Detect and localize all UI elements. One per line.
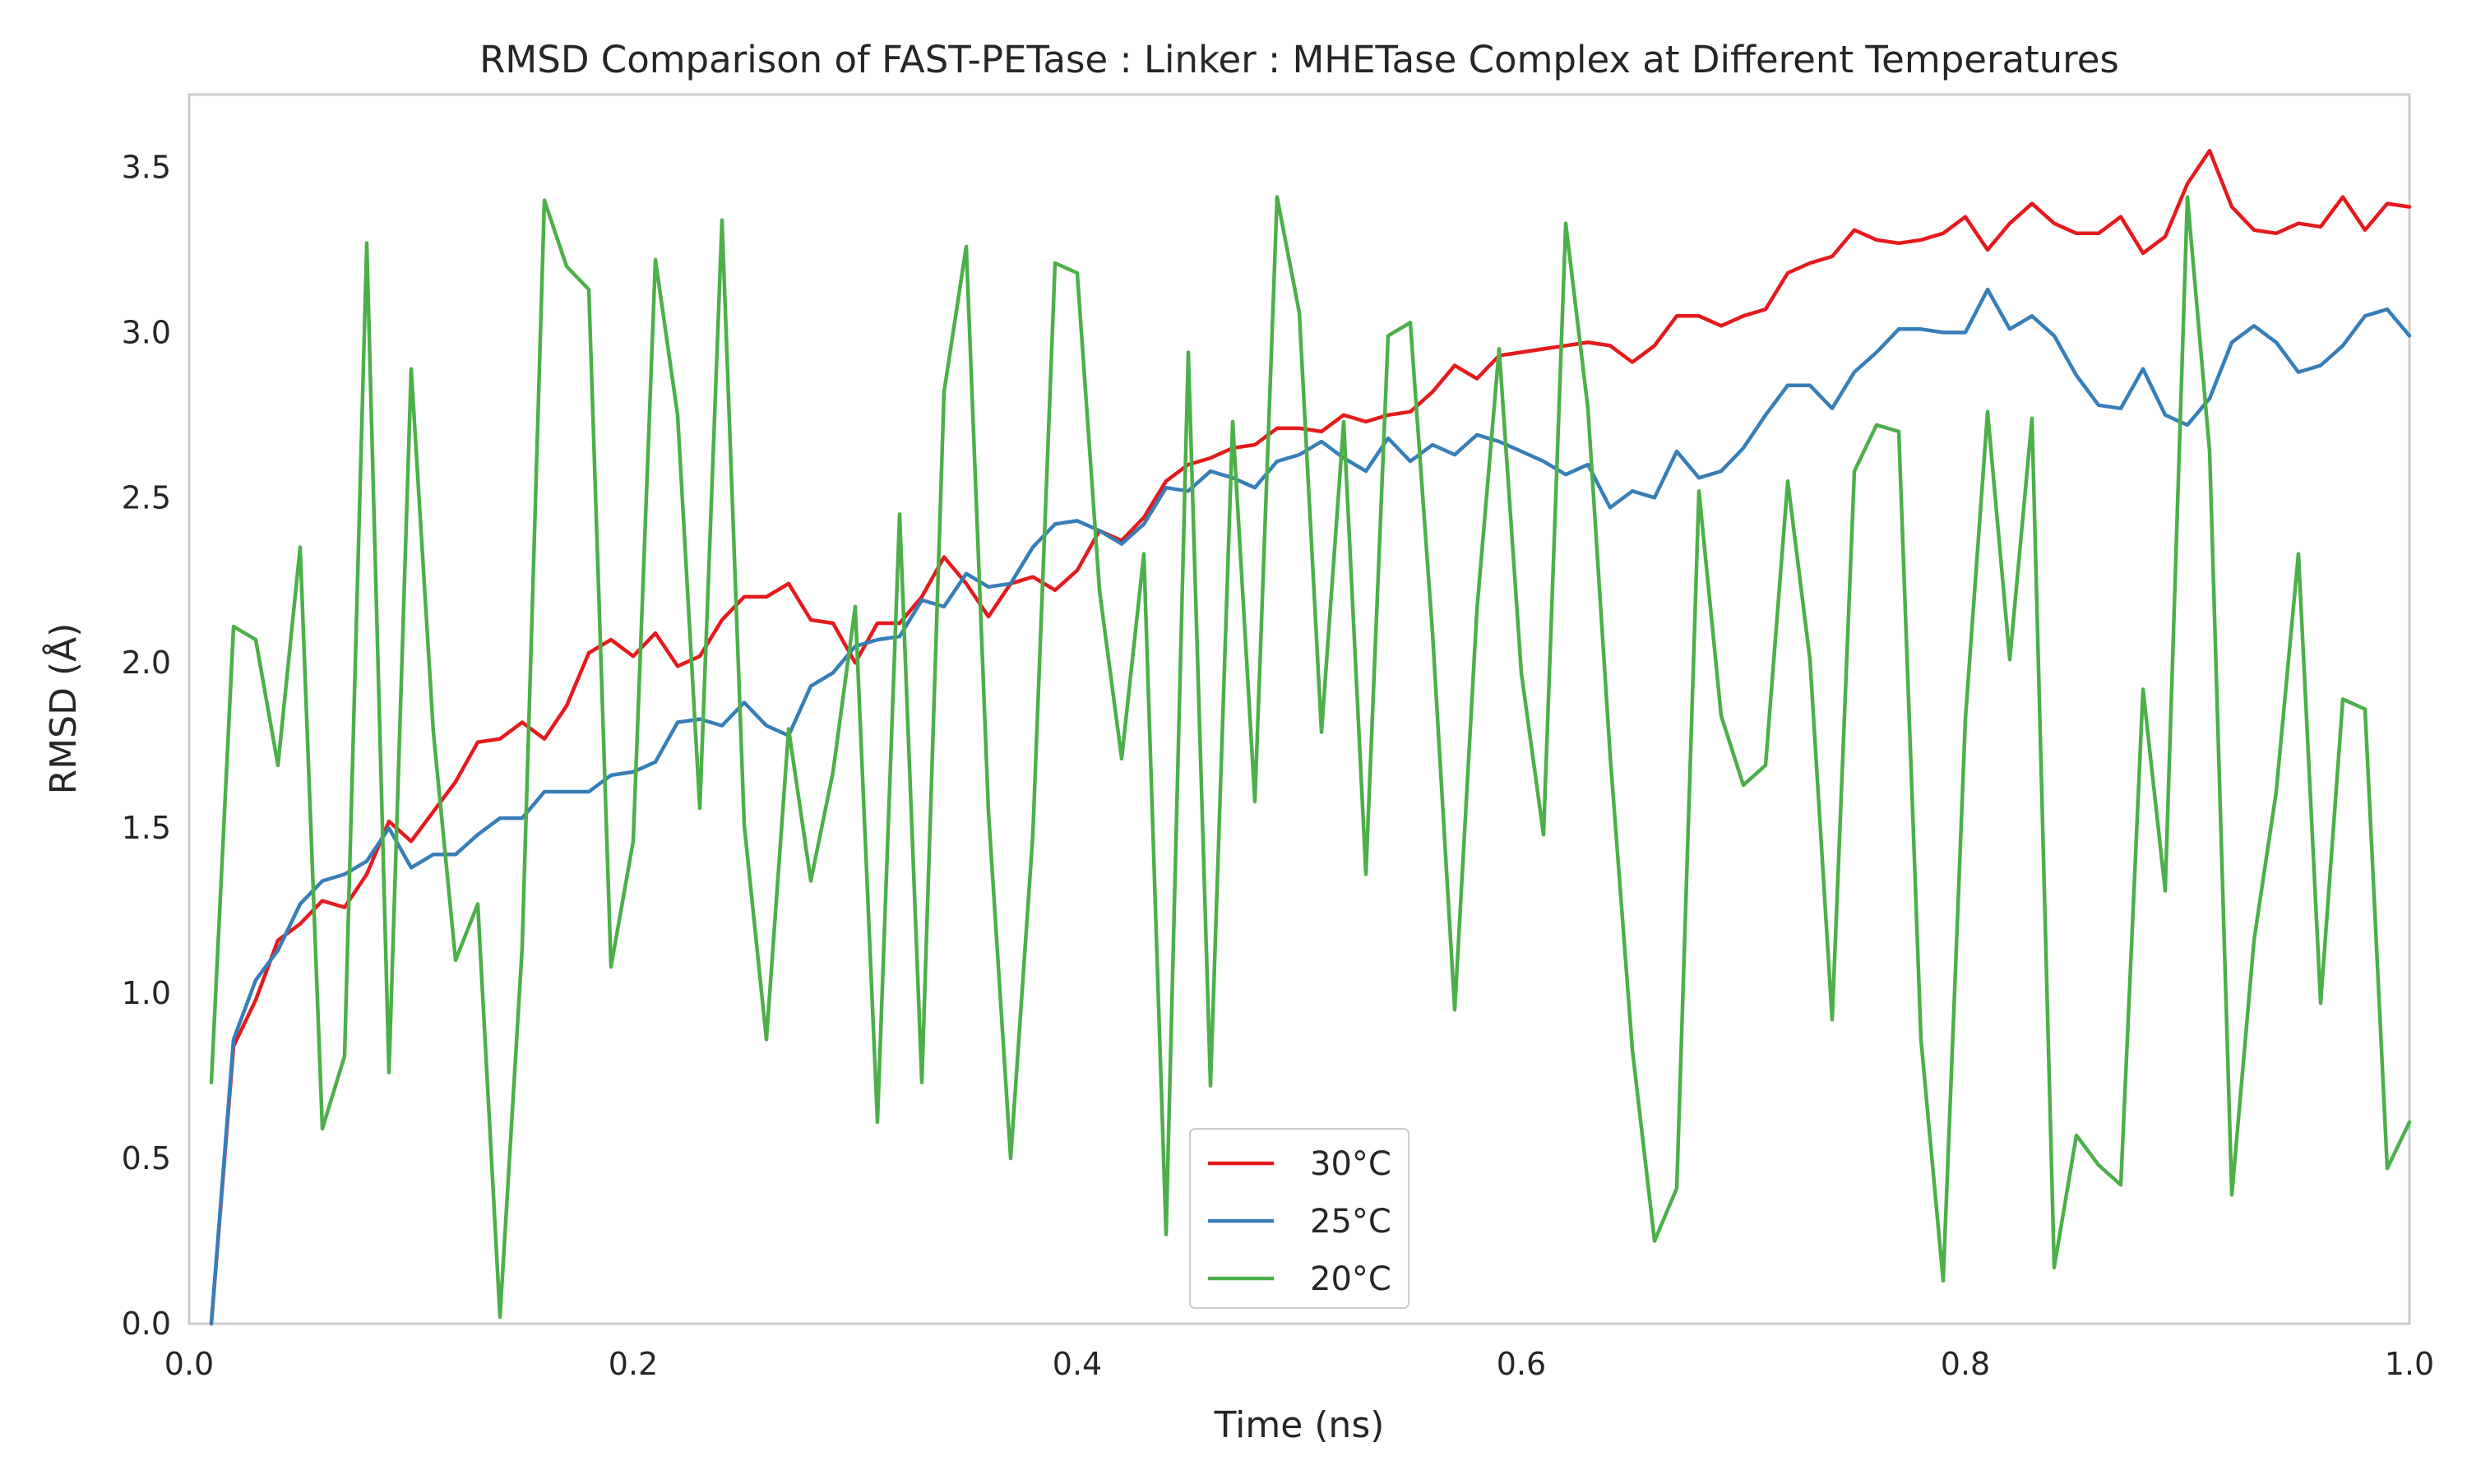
x-tick-label: 0.4 <box>1053 1346 1102 1382</box>
legend-label: 25°C <box>1310 1203 1391 1241</box>
y-axis-ticks: 0.0 0.5 1.0 1.5 2.0 2.5 3.0 3.5 <box>122 149 171 1342</box>
y-tick-label: 1.0 <box>122 975 171 1011</box>
y-tick-label: 2.0 <box>122 645 171 681</box>
legend-box <box>1189 1128 1409 1309</box>
legend-label: 30°C <box>1310 1145 1391 1183</box>
x-tick-label: 0.0 <box>164 1346 214 1382</box>
legend-label: 20°C <box>1310 1260 1391 1298</box>
series-line-25Cc <box>209 287 2412 1326</box>
y-axis-label: RMSD (Å) <box>41 623 85 795</box>
chart-title: RMSD Comparison of FAST-PETase : Linker … <box>479 38 2119 81</box>
x-tick-label: 1.0 <box>2385 1346 2434 1382</box>
y-tick-label: 3.5 <box>122 149 171 185</box>
y-tick-label: 2.5 <box>122 479 171 515</box>
series-line-30Cc <box>209 149 2412 1326</box>
y-tick-label: 0.5 <box>122 1140 171 1177</box>
x-axis-label: Time (ns) <box>1214 1404 1385 1446</box>
x-tick-label: 0.8 <box>1941 1346 1990 1382</box>
y-tick-label: 0.0 <box>122 1306 171 1342</box>
series-line-20Cc <box>209 195 2412 1320</box>
plot-area <box>209 149 2412 1326</box>
plot-frame <box>187 93 2411 1325</box>
x-tick-label: 0.2 <box>609 1346 658 1382</box>
x-axis-ticks: 0.0 0.2 0.4 0.6 0.8 1.0 <box>164 1346 2434 1382</box>
x-tick-label: 0.6 <box>1497 1346 1546 1382</box>
y-tick-label: 3.0 <box>122 314 171 350</box>
legend: 30°C 25°C 20°C <box>1189 1128 1409 1309</box>
y-tick-label: 1.5 <box>122 810 171 846</box>
